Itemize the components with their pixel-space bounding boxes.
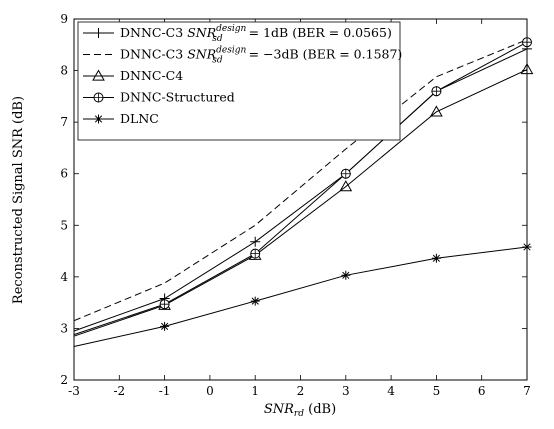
x-axis-var: SNR [264, 402, 294, 417]
y-tick-label: 6 [60, 167, 68, 181]
series-line [73, 48, 528, 332]
x-axis-title: SNRrd (dB) [264, 402, 336, 419]
legend-label: DNNC-C3 SNRdesign sd = −3dB (BER = 0.1587… [120, 46, 402, 66]
legend-label-var: SNR [187, 47, 216, 62]
legend-label: DNNC-C4 [120, 68, 183, 83]
legend-label-sub: sd [212, 34, 223, 44]
legend-label-sub: sd [212, 56, 223, 66]
x-tick-label: 5 [433, 384, 441, 398]
series-line [73, 41, 528, 336]
data-point-marker [431, 253, 441, 263]
data-point-marker [250, 296, 260, 306]
plot-frame [73, 18, 528, 381]
data-point-marker-cross [431, 86, 441, 96]
data-point-marker [341, 270, 351, 280]
legend-label-prefix: DNNC-C3 [120, 25, 187, 40]
x-tick-label: 2 [297, 384, 305, 398]
series-line [73, 39, 528, 322]
series-line [73, 246, 528, 347]
x-tick-label: 7 [523, 384, 531, 398]
y-tick-label: 9 [60, 12, 68, 26]
x-tick-label: -2 [113, 384, 125, 398]
y-tick-label: 7 [60, 115, 68, 129]
legend-label-sup: design [216, 46, 246, 56]
legend-label-suffix: = −3dB (BER = 0.1587) [245, 47, 403, 62]
legend-marker [93, 92, 104, 103]
legend-label: DNNC-C3 SNRdesign sd = 1dB (BER = 0.0565) [120, 24, 392, 44]
legend-label-prefix: DNNC-C3 [120, 47, 187, 62]
data-point-marker [250, 236, 261, 247]
legend-marker [92, 69, 105, 81]
legend-label-sup: design [216, 24, 246, 34]
legend-item: DNNC-C3 SNRdesign sd = 1dB (BER = 0.0565) [83, 24, 392, 44]
legend-label-prefix: DLNC [120, 111, 159, 126]
x-tick-label: -1 [159, 384, 171, 398]
tick-layer: -3 -2 -1 0 1 2 3 4 5 6 7 2 3 4 5 6 7 8 9 [60, 12, 530, 398]
x-tick-label: 3 [342, 384, 350, 398]
legend-label-prefix: DNNC-C4 [120, 68, 183, 83]
x-tick-label: 0 [206, 384, 214, 398]
data-point-marker [339, 180, 353, 192]
data-point-marker-cross [160, 299, 170, 309]
data-point-marker [430, 105, 443, 117]
x-tick-label: 6 [478, 384, 486, 398]
legend-label: DNNC-Structured [120, 90, 235, 105]
x-axis-sub: rd [294, 409, 304, 419]
legend-item: DLNC [83, 111, 159, 126]
series-2 [73, 39, 528, 322]
legend-label-prefix: DNNC-Structured [120, 90, 235, 105]
y-tick-label: 2 [60, 373, 68, 387]
legend-label-var: SNR [187, 25, 216, 40]
y-tick-label: 8 [60, 64, 68, 78]
series-line [73, 69, 528, 337]
legend-marker-cross [94, 93, 103, 102]
legend-item: DNNC-Structured [83, 90, 235, 105]
data-point-marker [431, 86, 442, 97]
x-tick-label: -3 [68, 384, 80, 398]
data-point-marker-cross [341, 169, 351, 179]
x-tick-label: 1 [251, 384, 259, 398]
legend-box [77, 21, 401, 141]
legend-items: DNNC-C3 SNRdesign sd = 1dB (BER = 0.0565)… [83, 24, 402, 126]
y-tick-label: 4 [60, 270, 68, 284]
y-tick-label: 3 [60, 321, 68, 335]
x-tick-label: 4 [387, 384, 395, 398]
data-point-marker-cross [250, 249, 260, 259]
y-tick-label: 5 [60, 218, 68, 232]
legend-marker [93, 28, 104, 38]
y-axis-title: Reconstructed Signal SNR (dB) [11, 96, 26, 304]
x-axis-unit: (dB) [304, 402, 336, 417]
legend: DNNC-C3 SNRdesign sd = 1dB (BER = 0.0565)… [77, 21, 402, 141]
data-point-marker [160, 321, 170, 331]
legend-marker [94, 114, 103, 124]
data-point-marker [250, 248, 261, 259]
legend-label-suffix: = 1dB (BER = 0.0565) [245, 25, 392, 40]
legend-item: DNNC-C3 SNRdesign sd = −3dB (BER = 0.1587… [83, 46, 402, 66]
data-point-marker [159, 299, 170, 310]
data-point-marker [340, 168, 351, 179]
legend-item: DNNC-C4 [83, 68, 183, 83]
legend-label: DLNC [120, 111, 159, 126]
